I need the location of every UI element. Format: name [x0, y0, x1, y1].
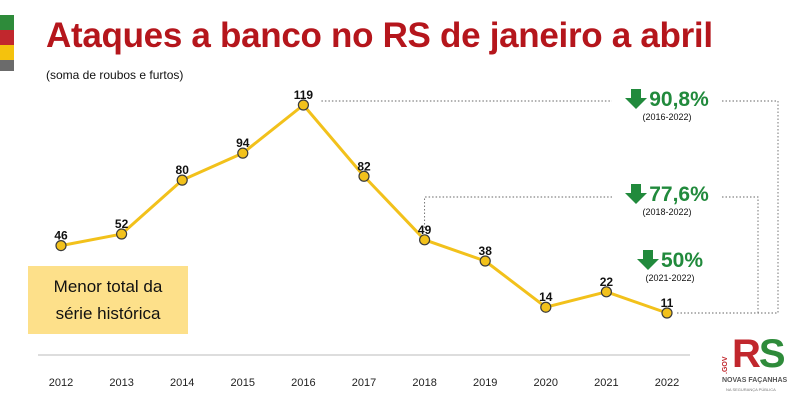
callout-percent: 90,8% — [649, 88, 709, 111]
x-tick-2020: 2020 — [534, 377, 558, 389]
flag-stripe-gray — [0, 60, 14, 71]
data-point-2019 — [479, 255, 491, 267]
callout-percent: 77,6% — [649, 183, 709, 206]
data-point-2013 — [115, 228, 128, 240]
logo-subtagline: NA SEGURANÇA PÚBLICA — [726, 387, 776, 392]
x-tick-2019: 2019 — [473, 377, 497, 389]
value-label-2019: 38 — [479, 244, 493, 258]
note-line-1: Menor total da — [53, 277, 163, 296]
callout-2018-2022: 77,6% (2018-2022) — [612, 183, 722, 217]
x-tick-labels: 2012 2013 2014 2015 2016 2017 2018 2019 2020 2021… — [49, 377, 679, 389]
x-tick-2016: 2016 — [291, 377, 315, 389]
data-point-2016 — [297, 99, 309, 111]
value-label-2013: 52 — [115, 217, 129, 231]
value-label-2015: 94 — [236, 136, 250, 150]
value-label-2017: 82 — [357, 159, 371, 173]
value-label-2018: 49 — [418, 223, 432, 237]
chart-title: Ataques a banco no RS de janeiro a abril — [46, 16, 713, 55]
value-label-2020: 14 — [539, 290, 553, 304]
chart-subtitle: (soma de roubos e furtos) — [46, 68, 184, 82]
value-label-2016: 119 — [294, 88, 314, 102]
logo-gov-text: .GOV — [722, 356, 729, 374]
callout-range: (2018-2022) — [642, 207, 692, 217]
data-point-2022 — [661, 307, 673, 319]
data-point-2012 — [55, 239, 67, 252]
value-label-2014: 80 — [176, 163, 190, 177]
callout-range: (2016-2022) — [642, 112, 692, 122]
value-label-2022: 11 — [661, 296, 674, 310]
value-labels: 46 52 80 94 119 82 49 38 14 22 11 — [54, 88, 673, 310]
x-tick-2021: 2021 — [594, 377, 618, 389]
value-label-2012: 46 — [54, 229, 68, 243]
connector-2016-2022 — [321, 100, 779, 314]
callout-2021-2022: 50% (2021-2022) — [618, 249, 722, 283]
callout-2016-2022: 90,8% (2016-2022) — [612, 88, 722, 122]
x-tick-2015: 2015 — [231, 377, 255, 389]
data-point-2014 — [176, 174, 188, 186]
x-tick-2012: 2012 — [49, 377, 73, 389]
down-arrow-icon — [625, 89, 648, 109]
data-point-2017 — [358, 170, 370, 182]
value-label-2021: 22 — [600, 275, 614, 289]
data-point-2015 — [237, 147, 249, 159]
logo-tagline: NOVAS FAÇANHAS — [722, 377, 788, 384]
flag-stripe-green — [0, 15, 14, 30]
x-tick-2017: 2017 — [352, 377, 376, 389]
callout-percent: 50% — [660, 249, 704, 272]
callout-range: (2021-2022) — [645, 273, 695, 283]
x-tick-2022: 2022 — [655, 377, 679, 389]
note-line-2: série histórica — [55, 304, 161, 323]
x-tick-2013: 2013 — [109, 377, 133, 389]
flag-stripe-yellow — [0, 45, 14, 60]
data-point-2020 — [540, 301, 552, 313]
logo-rs-text: RS — [732, 332, 786, 376]
callout-connectors — [321, 100, 779, 314]
down-arrow-icon — [625, 184, 648, 204]
data-point-2018 — [419, 234, 431, 246]
down-arrow-icon — [636, 250, 659, 270]
connector-2018-2022 — [424, 196, 759, 313]
flag-stripe-red — [0, 30, 14, 45]
data-point-2021 — [600, 286, 613, 298]
x-tick-2018: 2018 — [412, 377, 436, 389]
data-points — [55, 99, 673, 319]
lowest-total-note: Menor total da série histórica — [28, 266, 188, 334]
rs-government-logo: .GOV RS NOVAS FAÇANHAS NA SEGURANÇA PÚBL… — [722, 332, 788, 400]
x-tick-2014: 2014 — [170, 377, 194, 389]
